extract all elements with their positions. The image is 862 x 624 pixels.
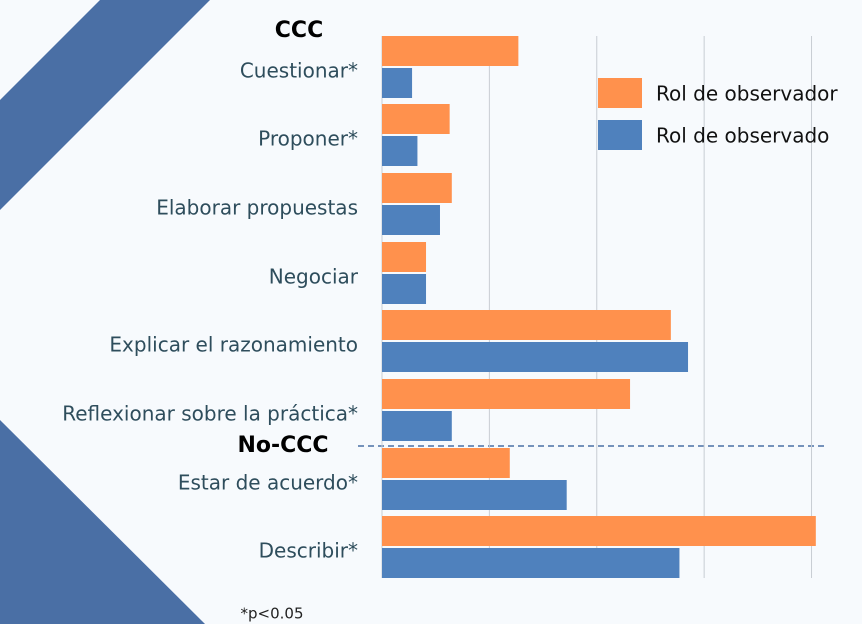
bar: [382, 104, 450, 134]
legend-label: Rol de observado: [656, 124, 829, 148]
category-label: Describir*: [259, 539, 358, 563]
decor-triangle: [0, 0, 210, 210]
bar: [382, 411, 452, 441]
legend-swatch: [598, 78, 642, 108]
bar: [382, 136, 418, 166]
decor-triangle: [0, 420, 205, 624]
bar: [382, 274, 427, 304]
category-label: Estar de acuerdo*: [178, 471, 358, 495]
bar: [382, 242, 427, 272]
legend-label: Rol de observador: [656, 82, 838, 106]
bar: [382, 173, 452, 203]
bar: [382, 516, 816, 546]
bar: [382, 480, 567, 510]
category-label: Proponer*: [258, 127, 358, 151]
bar: [382, 310, 671, 340]
category-label: Explicar el razonamiento: [109, 333, 358, 357]
category-label: Cuestionar*: [240, 59, 358, 83]
footnote: *p<0.05: [241, 605, 304, 623]
group-label: No-CCC: [237, 433, 328, 458]
bar: [382, 68, 413, 98]
bar: [382, 379, 631, 409]
bar: [382, 548, 680, 578]
group-label: CCC: [275, 18, 323, 43]
bar: [382, 448, 510, 478]
category-label: Elaborar propuestas: [156, 196, 358, 220]
bar: [382, 205, 440, 235]
legend-swatch: [598, 120, 642, 150]
bar: [382, 36, 519, 66]
bar: [382, 342, 689, 372]
category-label: Negociar: [269, 265, 359, 289]
category-label: Reflexionar sobre la práctica*: [62, 402, 358, 426]
